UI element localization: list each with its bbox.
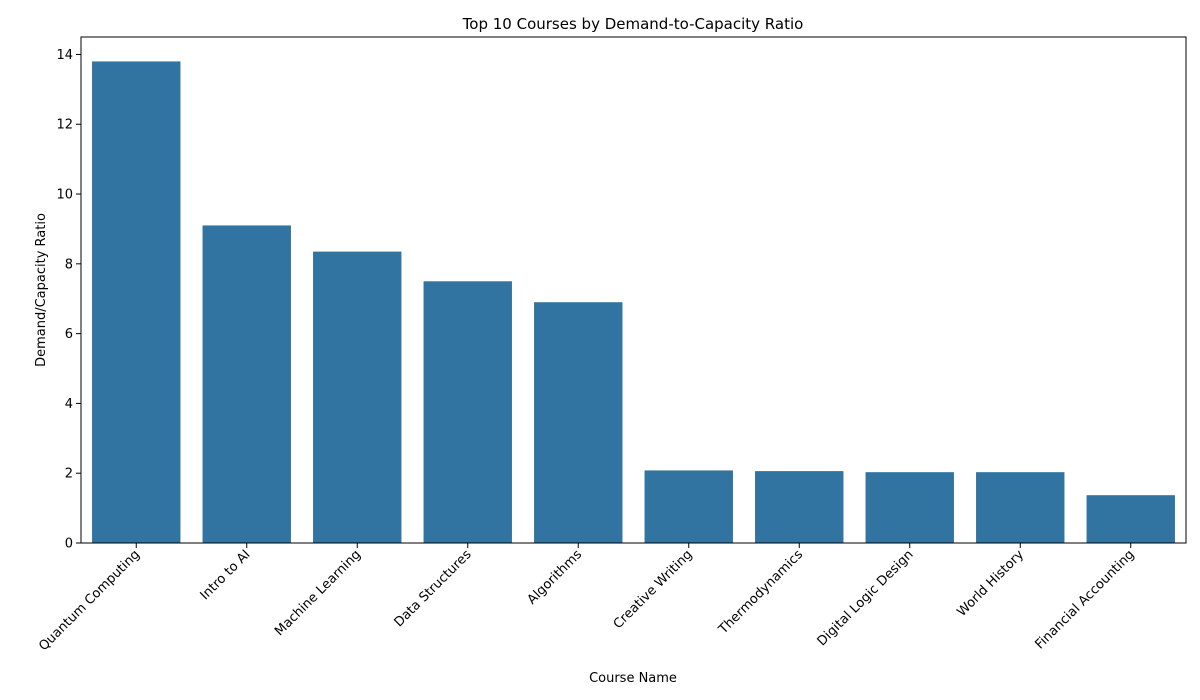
bar-3 bbox=[313, 251, 402, 544]
x-tick-label: Machine Learning bbox=[272, 547, 364, 639]
y-tick-label: 6 bbox=[65, 327, 73, 342]
x-axis-ticks: Quantum Computing Intro to AI Machine Lear… bbox=[36, 543, 1138, 654]
y-axis-label: Demand/Capacity Ratio bbox=[34, 213, 49, 367]
bar-9 bbox=[976, 472, 1065, 543]
y-tick-label: 8 bbox=[65, 257, 73, 272]
bars bbox=[92, 61, 1175, 544]
x-axis-label: Course Name bbox=[589, 671, 677, 686]
y-tick-label: 10 bbox=[56, 188, 73, 203]
bar-2 bbox=[202, 225, 291, 543]
x-tick-label: Creative Writing bbox=[611, 547, 696, 632]
x-tick-label: Intro to AI bbox=[198, 547, 254, 603]
chart-title: Top 10 Courses by Demand-to-Capacity Rat… bbox=[462, 15, 804, 33]
bar-6 bbox=[644, 470, 733, 543]
bar-5 bbox=[534, 302, 623, 543]
y-tick-label: 14 bbox=[56, 48, 73, 63]
y-tick-label: 12 bbox=[56, 118, 73, 133]
bar-7 bbox=[755, 471, 844, 543]
x-tick-label: World History bbox=[955, 547, 1028, 620]
bar-8 bbox=[865, 472, 954, 543]
y-tick-label: 2 bbox=[65, 467, 73, 482]
bar-1 bbox=[92, 61, 181, 544]
plot-frame bbox=[80, 36, 1187, 544]
x-tick-label: Digital Logic Design bbox=[815, 547, 917, 649]
bar-4 bbox=[423, 281, 512, 543]
y-axis-ticks: 0 2 4 6 8 10 12 14 bbox=[56, 48, 81, 552]
y-tick-label: 0 bbox=[65, 537, 73, 552]
x-tick-label: Thermodynamics bbox=[715, 547, 806, 638]
x-tick-label: Quantum Computing bbox=[36, 547, 143, 654]
bar-10 bbox=[1086, 495, 1175, 543]
x-tick-label: Data Structures bbox=[392, 547, 475, 630]
x-tick-label: Algorithms bbox=[525, 547, 586, 608]
x-tick-label: Financial Accounting bbox=[1032, 547, 1137, 652]
y-tick-label: 4 bbox=[65, 397, 73, 412]
